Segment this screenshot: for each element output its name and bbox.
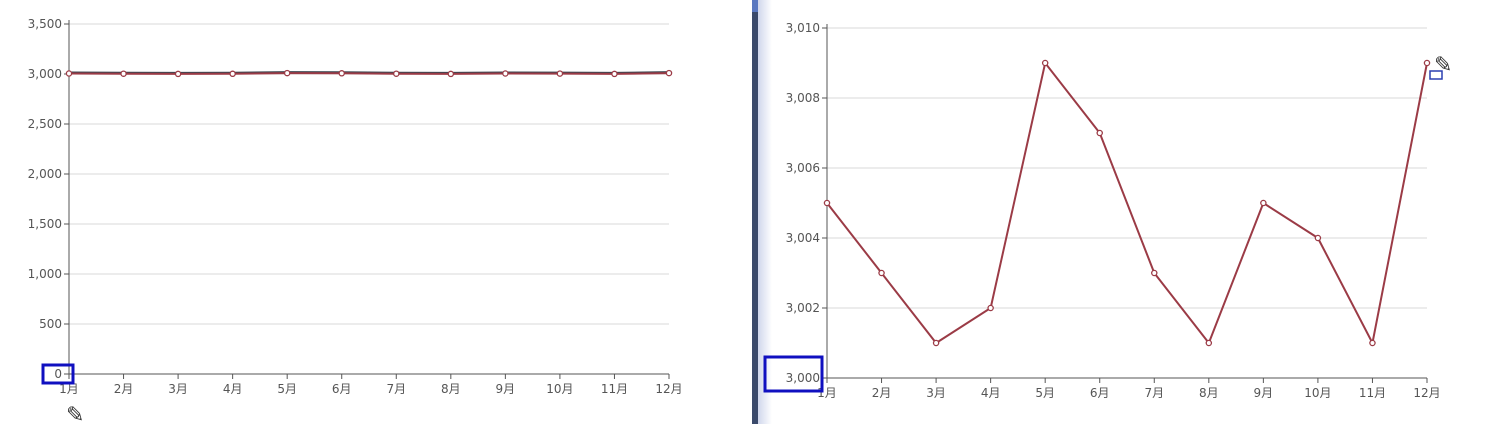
series-line — [826, 60, 1428, 347]
x-tick-label: 4月 — [223, 382, 243, 396]
data-point[interactable] — [932, 339, 940, 347]
data-point[interactable] — [611, 70, 618, 78]
data-point[interactable] — [1205, 339, 1213, 347]
line-chart-left: 0 500 1,000 1,500 2,000 2,500 3,000 3,500 1月 2月 3月… — [28, 17, 683, 424]
x-tick-label: 7月 — [386, 382, 406, 396]
y-tick-label: 2,000 — [28, 167, 62, 181]
line-chart-right: 3,000 3,002 3,004 3,006 3,008 3,010 1月 2月 3月 4月 5月… — [763, 21, 1452, 400]
pencil-cursor-icon: ✎ — [1434, 53, 1452, 78]
x-tick-label: 3月 — [168, 382, 188, 396]
y-tick-label: 3,006 — [786, 161, 820, 175]
data-point[interactable] — [1096, 129, 1103, 137]
data-point[interactable] — [229, 70, 236, 78]
x-tick-label: 10月 — [546, 382, 573, 396]
data-point[interactable] — [1151, 269, 1158, 277]
x-tick-label: 7月 — [1144, 386, 1164, 400]
data-point[interactable] — [665, 69, 673, 77]
x-tick-label: 1月 — [817, 386, 837, 400]
data-point[interactable] — [1260, 199, 1267, 207]
grid-lines — [827, 27, 1427, 309]
divider-accent — [752, 0, 758, 12]
x-tick-label: 2月 — [872, 386, 892, 400]
data-point[interactable] — [174, 70, 182, 78]
pencil-cursor-icon: ✎ — [66, 403, 84, 424]
data-point[interactable] — [447, 70, 455, 78]
chart-panel-right: 3,000 3,002 3,004 3,006 3,008 3,010 1月 2月 3月 4月 5月… — [752, 0, 1512, 424]
y-tick-label: 500 — [39, 317, 62, 331]
data-point[interactable] — [878, 269, 885, 277]
y-tick-label: 2,500 — [28, 117, 62, 131]
data-point[interactable] — [1041, 59, 1049, 67]
y-tick-label: 1,000 — [28, 267, 62, 281]
x-tick-label: 9月 — [496, 382, 516, 396]
y-tick-label: 3,000 — [786, 371, 820, 385]
y-tick-label: 3,008 — [786, 91, 820, 105]
grid-lines — [69, 23, 669, 325]
x-tick-label: 1月 — [59, 382, 79, 396]
x-tick-label: 3月 — [926, 386, 946, 400]
x-tick-label: 4月 — [981, 386, 1001, 400]
window-divider — [752, 0, 758, 424]
y-tick-label: 3,002 — [786, 301, 820, 315]
x-tick-label: 12月 — [655, 382, 682, 396]
highlight-box — [41, 363, 75, 385]
x-tick-label: 5月 — [277, 382, 297, 396]
x-tick-label: 9月 — [1254, 386, 1274, 400]
y-tick-label: 3,010 — [786, 21, 820, 35]
y-tick-label: 1,500 — [28, 217, 62, 231]
data-point[interactable] — [556, 70, 564, 77]
x-tick-label: 2月 — [114, 382, 134, 396]
data-point[interactable] — [823, 199, 831, 207]
x-tick-label: 11月 — [1359, 386, 1386, 400]
y-tick-label: 3,000 — [28, 67, 62, 81]
data-point[interactable] — [393, 70, 400, 77]
data-point[interactable] — [502, 70, 509, 77]
y-tick-label: 3,500 — [28, 17, 62, 31]
data-point[interactable] — [1314, 234, 1322, 242]
highlight-box — [763, 355, 824, 393]
data-point[interactable] — [1369, 339, 1376, 347]
y-tick-label: 0 — [54, 367, 62, 381]
series-line — [68, 72, 670, 75]
x-tick-label: 8月 — [1199, 386, 1219, 400]
chart-panel-left: 0 500 1,000 1,500 2,000 2,500 3,000 3,500 1月 2月 3月… — [0, 0, 752, 424]
data-point[interactable] — [1423, 59, 1431, 67]
data-point[interactable] — [987, 304, 994, 312]
divider-shadow — [758, 0, 772, 424]
x-tick-label: 5月 — [1035, 386, 1055, 400]
y-tick-label: 3,004 — [786, 231, 820, 245]
x-tick-label: 6月 — [1090, 386, 1110, 400]
data-point[interactable] — [283, 69, 291, 77]
x-tick-label: 12月 — [1413, 386, 1440, 400]
x-tick-label: 11月 — [601, 382, 628, 396]
x-tick-label: 10月 — [1304, 386, 1331, 400]
cursor-marker — [1429, 70, 1443, 80]
x-tick-label: 8月 — [441, 382, 461, 396]
data-point[interactable] — [120, 70, 127, 77]
data-point[interactable] — [65, 70, 73, 77]
x-tick-label: 6月 — [332, 382, 352, 396]
data-point[interactable] — [338, 70, 345, 77]
